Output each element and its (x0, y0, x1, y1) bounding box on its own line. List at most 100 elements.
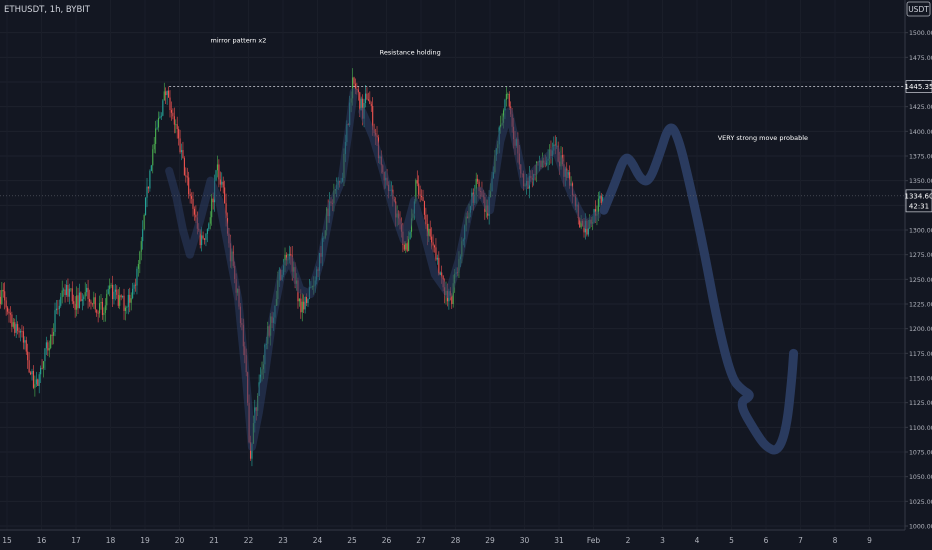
candle-body (507, 93, 509, 95)
candle-body (215, 170, 217, 181)
candle-body (208, 223, 210, 230)
y-tick-label: 1425.00 (909, 104, 932, 111)
candle-body (47, 342, 49, 351)
time-axis[interactable]: 15 16 17 18 19 20 21 22 23 24 25 26 27 28 29 30 31 Feb 2 3 4… (2, 536, 872, 545)
candle-body (421, 195, 423, 198)
candle-body (364, 93, 367, 103)
candle-body (475, 178, 477, 195)
candle-body (25, 340, 27, 352)
candle-body (195, 214, 197, 218)
candle-body (142, 229, 144, 242)
candle-body (73, 301, 75, 304)
candle-body (211, 198, 213, 218)
symbol-header: ETHUSDT, 1h, BYBIT (4, 5, 91, 15)
candle-body (71, 288, 73, 302)
y-tick-label: 1250.00 (909, 277, 932, 284)
candle-body (403, 244, 405, 250)
x-tick-label: 19 (140, 536, 150, 545)
candle-body (188, 177, 190, 195)
candle-body (30, 372, 32, 375)
candle-body (37, 379, 39, 386)
y-tick-label: 1400.00 (909, 129, 932, 136)
x-tick-label: 24 (313, 536, 323, 545)
candle-body (96, 309, 98, 313)
x-tick-label: 9 (867, 536, 872, 545)
candle-body (300, 298, 302, 313)
candle-body (51, 334, 53, 336)
candle-body (183, 158, 185, 176)
candle-body (58, 305, 60, 309)
candle-body (156, 127, 158, 129)
candle-body (189, 194, 191, 197)
x-tick-label: 16 (37, 536, 47, 545)
candle-body (359, 92, 361, 111)
candle-body (435, 247, 437, 260)
candle-body (429, 228, 431, 237)
y-tick-label: 1125.00 (909, 400, 932, 407)
candle-body (422, 197, 424, 202)
candle-body (159, 116, 161, 118)
current-price-tag: 1334.60 42:31 (905, 189, 932, 213)
y-tick-label: 1025.00 (909, 499, 932, 506)
history-highlight-2 (358, 107, 601, 299)
candle-body (117, 294, 119, 306)
candle-body (307, 298, 309, 303)
candle-body (87, 287, 89, 299)
x-tick-label: 18 (106, 536, 116, 545)
candle-body (303, 301, 305, 310)
candle-body (35, 379, 37, 385)
candle-body (193, 208, 195, 215)
candle-body (191, 196, 193, 199)
annotation-mirror-pattern: mirror pattern x2 (211, 37, 267, 45)
x-tick-label: 21 (209, 536, 219, 545)
candle-body (580, 221, 582, 228)
candle-body (406, 243, 408, 252)
candle-body (28, 360, 30, 373)
candle-body (304, 296, 306, 310)
candle-body (165, 91, 167, 96)
x-tick-label: 22 (244, 536, 254, 545)
candle-body (126, 306, 128, 308)
candle-body (597, 198, 599, 215)
candle-body (67, 284, 69, 297)
candle-body (2, 289, 4, 292)
candle-body (366, 93, 368, 100)
candle-body (54, 310, 56, 332)
currency-button[interactable] (906, 1, 931, 17)
y-tick-label: 1150.00 (909, 376, 932, 383)
candle-body (504, 99, 506, 111)
candle-body (88, 298, 91, 302)
candle-body (201, 235, 203, 246)
candle-body (120, 295, 122, 298)
candle-body (433, 245, 436, 248)
candle-body (78, 292, 80, 309)
price-axis[interactable]: 1500.001475.001450.001425.001400.001375.… (905, 30, 932, 531)
candle-body (205, 233, 207, 240)
y-tick-label: 1275.00 (909, 252, 932, 259)
candle-body (97, 312, 99, 314)
candle-body (70, 288, 72, 290)
candle-body (149, 170, 151, 189)
candle-body (74, 303, 76, 310)
candle-body (55, 308, 57, 311)
candle-body (48, 348, 50, 351)
candle-body (219, 179, 221, 185)
candle-body (76, 295, 78, 310)
x-tick-label: Feb (587, 536, 601, 545)
current-price-label: 1334.60 (905, 192, 932, 200)
candle-body (38, 374, 40, 386)
currency-label: USDT (908, 5, 929, 14)
bar-countdown-label: 42:31 (909, 202, 929, 210)
candle-body (34, 384, 36, 388)
candle-body (376, 135, 378, 138)
x-tick-label: 23 (278, 536, 288, 545)
x-tick-label: 28 (451, 536, 461, 545)
candle-body (11, 314, 13, 327)
candle-body (298, 298, 300, 302)
candle-body (505, 94, 507, 100)
candle-body (425, 214, 427, 224)
y-tick-label: 1075.00 (909, 450, 932, 457)
candle-body (101, 301, 103, 315)
chart-annotations: mirror pattern x2 Resistance holding VERY … (211, 37, 808, 143)
